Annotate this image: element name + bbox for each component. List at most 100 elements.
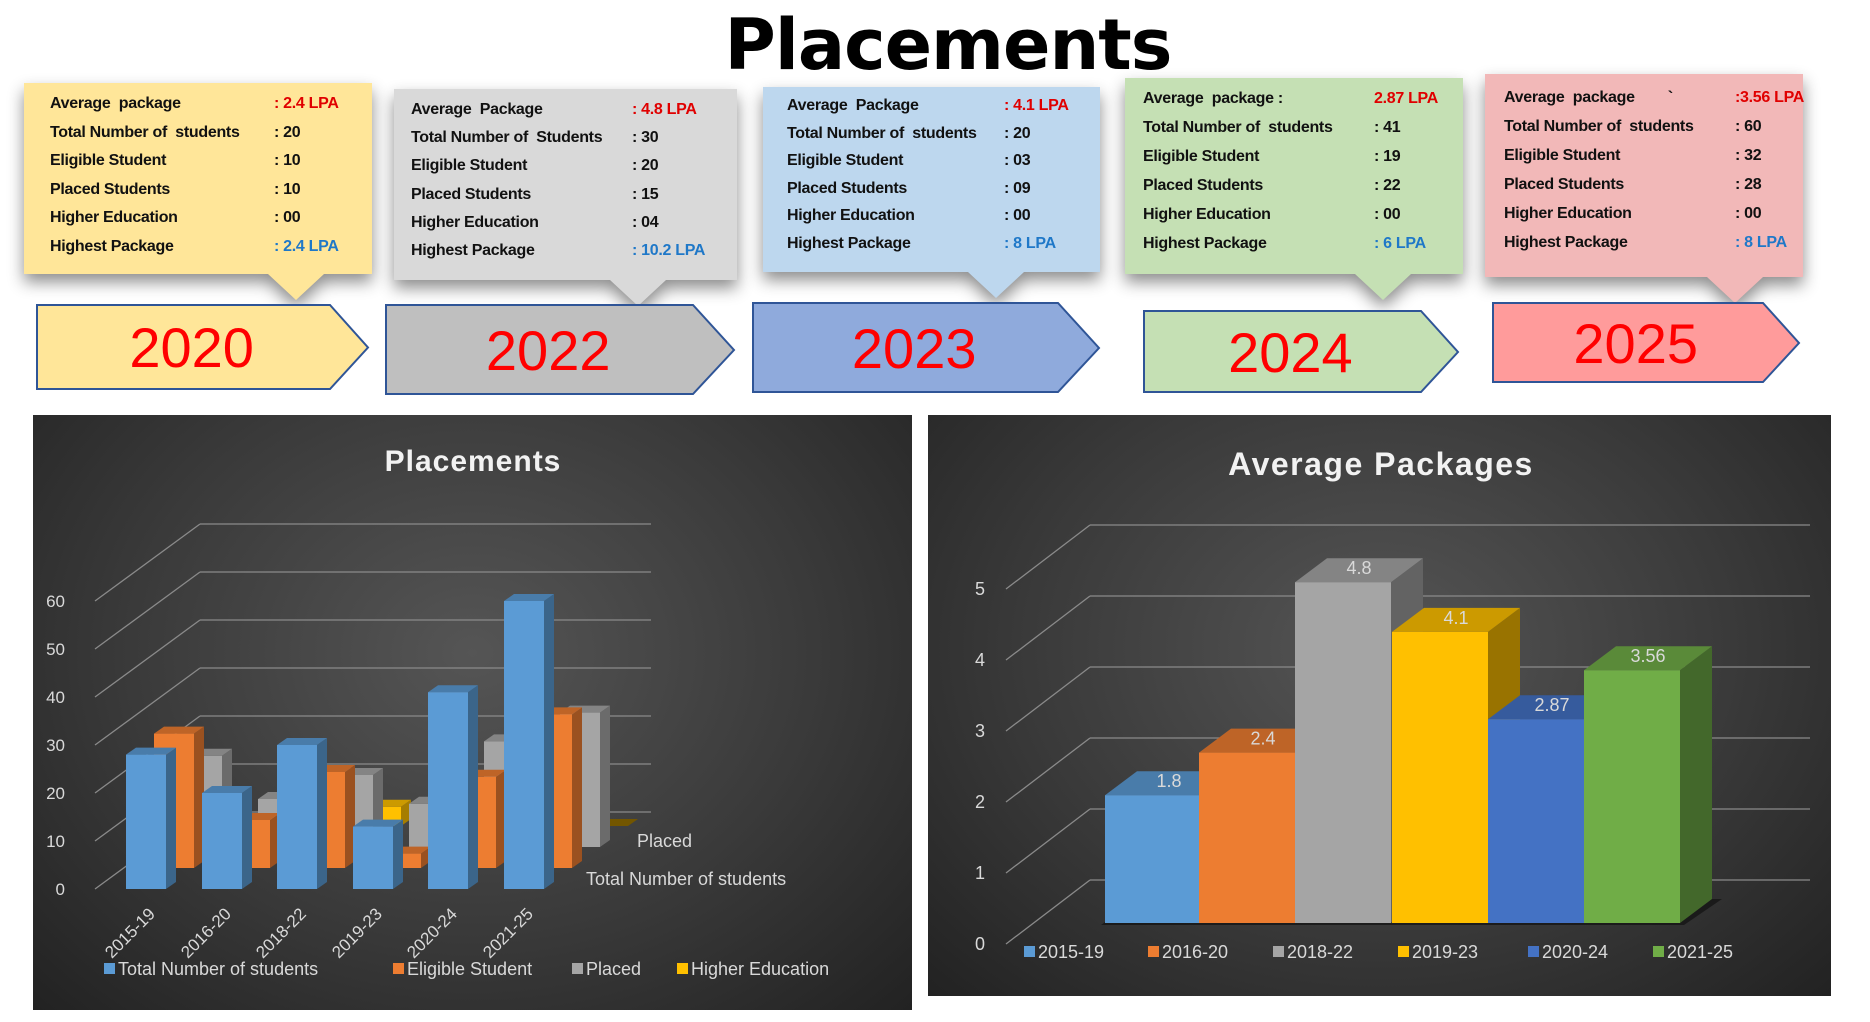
bar-2016-20 [1199,752,1295,923]
gridline-diagonal [1005,737,1091,803]
chart-title: Placements [385,445,562,478]
stat-label: Total Number of students [1504,118,1694,135]
legend-swatch [393,963,404,974]
gridline-diagonal [94,523,201,602]
stat-value: :3.56 LPA [1735,89,1805,106]
stat-label: Highest Package [787,235,911,252]
stat-value: : 60 [1735,118,1762,135]
stat-label: Placed Students [1504,176,1624,193]
bar-side [544,594,554,889]
bar-top [154,726,204,734]
callout-shape [1125,78,1463,300]
bar-top [1584,646,1712,671]
arrow-shape [1492,302,1801,383]
stat-label: Eligible Student [411,157,528,175]
info-card-2022: Average Package: 4.8 LPA Total Number of … [394,89,737,308]
stat-label: Placed Students [1143,177,1263,194]
stat-value: : 32 [1735,147,1762,164]
x-tick-label: 2021-25 [479,904,537,962]
stat-value: : 4.1 LPA [1004,97,1069,114]
stat-value: : 10 [274,152,301,169]
placements-chart: Placements 0 10 20 30 40 50 60 Placed Total Numbe… [33,415,912,1010]
year-label: 2020 [129,316,254,379]
gridline-diagonal [1005,808,1091,874]
year-label: 2023 [851,316,977,380]
bar-2021-25 [1584,670,1680,923]
stat-value: : 2.4 LPA [274,237,339,255]
bar-side [194,726,204,868]
bar-2021-25-0 [504,601,544,889]
arrow-shape [385,304,736,395]
stat-value: : 10.2 LPA [632,242,706,259]
bar-side [345,765,355,868]
year-arrow-2025: 2025 [1492,302,1801,384]
bar-2018-22-0 [277,745,317,889]
bar-side [166,747,176,889]
stat-value: : 09 [1004,179,1031,197]
legend-swatch [677,963,688,974]
bar-2020-24 [1488,719,1584,923]
stat-value: : 28 [1735,176,1762,193]
legend-label: 2021-25 [1667,942,1733,962]
bar-side [1680,646,1712,923]
data-label: 1.8 [1156,771,1181,791]
stat-value: : 20 [1004,124,1031,142]
bar-side [468,685,478,889]
stat-label: Placed Students [411,185,531,203]
legend-swatch [572,963,583,974]
y-tick-label: 20 [46,784,65,803]
stat-value: : 30 [632,129,659,147]
bar-top [504,594,554,601]
stat-label: Total Number of students [787,124,977,142]
legend-swatch [1148,946,1159,957]
stat-label: Average package [50,95,181,112]
stat-label: Placed Students [50,180,170,198]
stat-label: Higher Education [1143,206,1271,223]
legend-swatch [1273,946,1284,957]
legend-swatch [1024,946,1035,957]
stat-value: : 41 [1374,119,1401,136]
gridline-diagonal [1005,879,1091,945]
y-tick-label: 60 [46,592,65,611]
stat-label: Average package ` [1504,89,1673,106]
average-packages-chart-svg: Average Packages 0 1 2 3 4 5 1.8 2.4 4.8 4.1 2.87 3.… [975,446,1810,962]
y-tick-label: 50 [46,640,65,659]
stat-value: : 00 [274,209,301,226]
y-tick-label: 4 [975,650,985,670]
stat-value: : 04 [632,213,659,231]
y-tick-label: 40 [46,688,65,707]
legend-label: Higher Education [691,959,829,979]
legend-label: 2020-24 [1542,942,1608,962]
year-arrow-2020: 2020 [36,304,370,391]
stat-label: Average package : [1143,90,1283,107]
depth-label-total: Total Number of students [586,869,786,889]
y-tick-label: 0 [975,934,985,954]
y-tick-label: 1 [975,863,985,883]
info-card-2024: Average package : 2.87 LPA Total Number of… [1125,78,1463,302]
legend-label: Total Number of students [118,959,318,979]
stat-label: Highest Package [1504,234,1628,251]
arrow-shape [36,304,370,390]
gridline-diagonal [94,619,201,698]
data-label: 4.8 [1346,558,1371,578]
legend-swatch [1653,946,1664,957]
bar-2020-24-0 [428,692,468,889]
info-card-2025: Average package ` :3.56 LPA Total Number o… [1485,74,1805,305]
bar-side [496,769,506,868]
stat-label: Total Number of Students [411,129,603,147]
stat-value: 2.87 LPA [1374,90,1438,107]
legend-label: 2016-20 [1162,942,1228,962]
bar-2019-23-0 [353,826,393,889]
stat-label: Higher Education [50,209,178,226]
bar-side [401,799,411,826]
bar-2015-19-0 [126,754,166,889]
bar-top [353,819,403,827]
legend-label: 2015-19 [1038,942,1104,962]
bar-side [393,819,403,889]
callout-shape [394,89,737,306]
data-label: 4.1 [1443,608,1468,628]
stat-label: Eligible Student [1143,148,1260,165]
year-label: 2022 [485,318,611,382]
bar-top [1392,607,1520,632]
stat-value: : 8 LPA [1735,234,1787,251]
